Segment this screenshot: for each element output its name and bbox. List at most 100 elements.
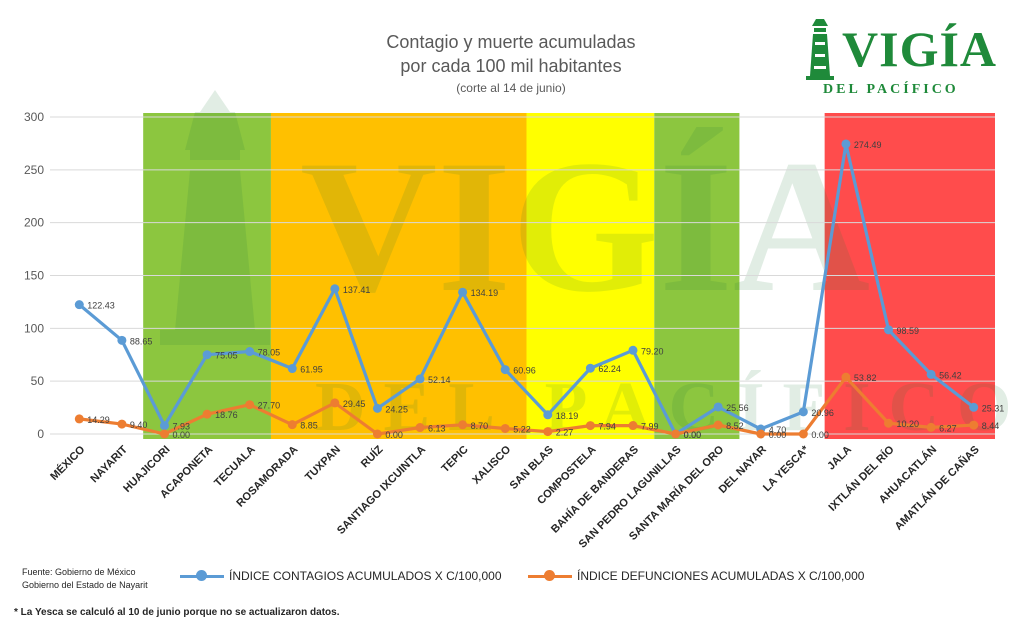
x-tick-label: TEPIC <box>439 444 470 475</box>
series-1-data-label: 8.44 <box>982 421 1000 431</box>
series-0-point <box>372 403 382 413</box>
series-0-point <box>926 369 936 379</box>
series-0-data-label: 25.56 <box>726 403 749 413</box>
x-tick-label: TUXPAN <box>303 444 343 484</box>
series-1-point <box>798 429 808 439</box>
series-1-point <box>671 429 681 439</box>
y-tick-label: 300 <box>24 110 44 124</box>
data-labels: 122.43 88.65 7.93 75.05 78.05 61.95 137.41 24.2… <box>87 140 1004 440</box>
brand-tagline: DEL PACÍFICO <box>823 82 959 97</box>
legend-swatch-contagios <box>180 570 224 582</box>
source-note: Fuente: Gobierno de México Gobierno del … <box>22 566 148 592</box>
series-1-point <box>628 421 638 431</box>
x-tick-label: RUÍZ <box>358 443 386 471</box>
series-1-point <box>159 429 169 439</box>
series-1-data-label: 6.27 <box>939 423 957 433</box>
series-0-data-label: 61.95 <box>300 365 323 375</box>
series-line-0 <box>78 142 975 436</box>
series-0-data-label: 134.19 <box>471 288 499 298</box>
lighthouse-logo-icon <box>806 19 834 80</box>
x-tick-label: JALA <box>825 444 854 473</box>
series-0-data-label: 18.19 <box>556 411 579 421</box>
series-0-data-label: 25.31 <box>982 403 1005 413</box>
series-1-point <box>458 420 468 430</box>
series-1-data-label: 0.00 <box>385 430 403 440</box>
x-axis-labels: MÉXICO NAYARITHUAJICORIACAPONETATECUALARO… <box>48 443 982 551</box>
legend-item-defunciones: ÍNDICE DEFUNCIONES ACUMULADAS X C/100,00… <box>528 569 864 583</box>
series-0-point <box>884 325 894 335</box>
series-0-point <box>500 365 510 375</box>
series-lines <box>78 142 975 436</box>
series-0-data-label: 20.96 <box>811 408 834 418</box>
series-1-data-label: 14.29 <box>87 415 110 425</box>
series-0-point <box>159 421 169 431</box>
series-1-data-label: 53.82 <box>854 373 877 383</box>
series-0-data-label: 62.24 <box>598 364 621 374</box>
series-1-point <box>543 427 553 437</box>
series-1-data-label: 8.70 <box>471 421 489 431</box>
series-1-point <box>74 414 84 424</box>
series-1-point <box>585 421 595 431</box>
series-1-point <box>969 420 979 430</box>
series-0-point <box>798 407 808 417</box>
series-0-data-label: 137.41 <box>343 285 371 295</box>
series-0-point <box>245 347 255 357</box>
series-1-data-label: 0.00 <box>769 430 787 440</box>
series-0-data-label: 24.25 <box>385 404 408 414</box>
chart-title-line2: por cada 100 mil habitantes <box>400 56 621 76</box>
x-tick-label: TECUALA <box>212 444 258 490</box>
series-0-data-label: 56.42 <box>939 370 962 380</box>
y-tick-label: 150 <box>24 269 44 283</box>
series-1-point <box>245 400 255 410</box>
series-1-data-label: 8.85 <box>300 421 318 431</box>
series-0-point <box>117 335 127 345</box>
series-0-point <box>543 410 553 420</box>
series-0-data-label: 7.93 <box>172 422 190 432</box>
series-0-data-label: 122.43 <box>87 301 115 311</box>
x-tick-label: SANTIAGO IXCUINTLA <box>335 444 428 537</box>
source-line-2: Gobierno del Estado de Nayarit <box>22 580 148 590</box>
series-1-data-label: 0.00 <box>684 430 702 440</box>
series-1-point <box>884 418 894 428</box>
series-line-1 <box>79 375 974 436</box>
series-1-point <box>287 420 297 430</box>
series-1-point <box>372 429 382 439</box>
series-1-data-label: 10.20 <box>897 419 920 429</box>
series-0-data-label: 88.65 <box>130 336 153 346</box>
series-0-data-label: 60.96 <box>513 366 536 376</box>
series-0-point <box>287 364 297 374</box>
series-1-point <box>756 429 766 439</box>
y-tick-label: 0 <box>37 427 44 441</box>
series-1-point <box>415 423 425 433</box>
y-tick-label: 250 <box>24 163 44 177</box>
brand-name: VIGÍA <box>842 21 998 77</box>
series-0-data-label: 78.05 <box>258 348 281 358</box>
footnote: * La Yesca se calculó al 10 de junio por… <box>14 607 340 618</box>
legend-item-contagios: ÍNDICE CONTAGIOS ACUMULADOS X C/100,000 <box>180 569 502 583</box>
series-1-data-label: 0.00 <box>811 430 829 440</box>
series-1-data-label: 2.27 <box>556 428 574 438</box>
series-1-data-label: 27.70 <box>258 401 281 411</box>
y-tick-label: 200 <box>24 216 44 230</box>
chart-subtitle: (corte al 14 de junio) <box>456 81 565 95</box>
series-0-point <box>330 284 340 294</box>
x-tick-label: XALISCO <box>470 443 513 486</box>
x-tick-label: NAYARIT <box>88 443 130 485</box>
series-0-data-label: 79.20 <box>641 346 664 356</box>
series-0-data-label: 4.70 <box>769 425 787 435</box>
series-0-data-label: 98.59 <box>897 326 920 336</box>
series-1-point <box>841 372 851 382</box>
series-points <box>74 139 979 439</box>
legend-label-defunciones: ÍNDICE DEFUNCIONES ACUMULADAS X C/100,00… <box>577 569 865 583</box>
series-1-data-label: 7.94 <box>598 422 616 432</box>
series-0-point <box>585 363 595 373</box>
x-tick-label: MÉXICO <box>48 443 88 483</box>
series-0-point <box>713 402 723 412</box>
source-line-1: Fuente: Gobierno de México <box>22 567 136 577</box>
series-1-data-label: 18.76 <box>215 410 238 420</box>
series-1-point <box>500 423 510 433</box>
series-0-point <box>841 139 851 149</box>
lighthouse-watermark-icon <box>160 90 270 345</box>
series-1-point <box>117 419 127 429</box>
